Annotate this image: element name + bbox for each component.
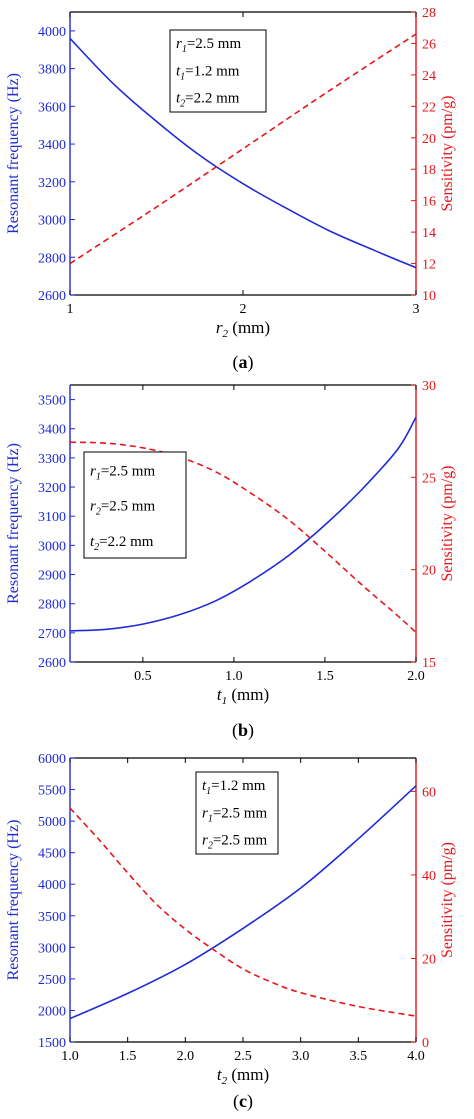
y-left-tick-label: 3400 bbox=[38, 423, 66, 438]
y-right-tick-label: 20 bbox=[422, 564, 436, 579]
x-tick-label: 1.5 bbox=[119, 1049, 137, 1064]
x-tick-label: 1 bbox=[67, 302, 74, 317]
frequency-line bbox=[69, 37, 417, 269]
sensitivity-line bbox=[69, 807, 417, 1017]
parameter-label: t2=2.2 mm bbox=[90, 534, 154, 553]
y-right-tick-label: 60 bbox=[422, 785, 436, 800]
y-right-tick-label: 16 bbox=[422, 195, 436, 210]
y-left-tick-label: 5000 bbox=[38, 815, 66, 830]
x-tick-label: 2 bbox=[240, 302, 247, 317]
panel-b: 0.5 1.0 1.5 2.0 2600 2700 2800 2900 3000 3100 3200… bbox=[5, 379, 456, 741]
sensitivity-line bbox=[69, 441, 417, 634]
y-right-axis-label: Sensitivity (pm/g) bbox=[439, 466, 456, 582]
y-left-tick-label: 4000 bbox=[38, 25, 66, 40]
frequency-line bbox=[69, 785, 417, 1020]
y-left-tick-label: 2500 bbox=[38, 973, 66, 988]
y-left-tick-label: 3400 bbox=[38, 138, 66, 153]
panel-a: 1 2 32600280030003200340036003800400010121… bbox=[5, 6, 456, 373]
y-left-tick-label: 3600 bbox=[38, 100, 66, 115]
x-tick-label: 3.5 bbox=[350, 1049, 368, 1064]
x-tick-label: 2.5 bbox=[234, 1049, 252, 1064]
y-right-tick-label: 10 bbox=[422, 289, 436, 304]
x-tick-label: 1.0 bbox=[61, 1049, 79, 1064]
panel-label: (c) bbox=[233, 1091, 253, 1112]
panel-c: 1.0 1.5 2.0 2.5 3.0 3.5 4.0 1500 2000 2500 3000 350… bbox=[5, 752, 456, 1112]
y-right-tick-label: 20 bbox=[422, 132, 436, 147]
x-tick-label: 2.0 bbox=[177, 1049, 195, 1064]
y-right-tick-label: 12 bbox=[422, 258, 436, 273]
y-left-tick-label: 1500 bbox=[38, 1036, 66, 1051]
x-tick-label: 1.0 bbox=[225, 669, 243, 684]
y-left-tick-label: 3500 bbox=[38, 394, 66, 409]
x-axis-label: t1 (mm) bbox=[217, 685, 269, 707]
x-tick-label: 1.5 bbox=[316, 669, 334, 684]
y-right-tick-label: 0 bbox=[422, 1036, 429, 1051]
y-left-tick-label: 3200 bbox=[38, 481, 66, 496]
y-right-tick-label: 26 bbox=[422, 37, 436, 52]
parameter-box bbox=[195, 771, 279, 855]
x-axis-label: t2 (mm) bbox=[217, 1065, 269, 1087]
y-right-tick-label: 18 bbox=[422, 163, 436, 178]
y-left-axis-label: Resonant frequency (Hz) bbox=[5, 73, 22, 234]
y-left-tick-label: 3000 bbox=[38, 941, 66, 956]
y-left-tick-label: 6000 bbox=[38, 752, 66, 767]
y-right-tick-label: 22 bbox=[422, 100, 436, 115]
y-right-axis-label: Sensitivity (pm/g) bbox=[439, 96, 456, 212]
y-right-axis-label: Sensitivity (pm/g) bbox=[439, 842, 456, 958]
y-right-tick-label: 20 bbox=[422, 952, 436, 967]
y-right-tick-label: 25 bbox=[422, 471, 436, 486]
y-left-tick-label: 3800 bbox=[38, 63, 66, 78]
panel-label: (a) bbox=[233, 352, 254, 373]
frequency-line bbox=[69, 416, 417, 632]
x-axis-label: r2 (mm) bbox=[216, 318, 270, 340]
y-left-tick-label: 2000 bbox=[38, 1004, 66, 1019]
y-left-tick-label: 3000 bbox=[38, 214, 66, 229]
y-left-tick-label: 4500 bbox=[38, 847, 66, 862]
y-left-tick-label: 2700 bbox=[38, 627, 66, 642]
y-left-tick-label: 3500 bbox=[38, 910, 66, 925]
y-right-tick-label: 30 bbox=[422, 379, 436, 394]
parameter-label: r1=2.5 mm bbox=[90, 463, 155, 482]
y-left-axis-label: Resonant frequency (Hz) bbox=[5, 820, 22, 981]
y-left-tick-label: 2800 bbox=[38, 251, 66, 266]
parameter-box bbox=[169, 29, 267, 113]
y-right-tick-label: 14 bbox=[422, 226, 436, 241]
x-tick-label: 2.0 bbox=[407, 669, 425, 684]
parameter-label: r2=2.5 mm bbox=[202, 833, 267, 852]
y-left-tick-label: 2900 bbox=[38, 569, 66, 584]
y-right-tick-label: 15 bbox=[422, 656, 436, 671]
y-left-axis-label: Resonant frequency (Hz) bbox=[5, 443, 22, 604]
x-tick-label: 3.0 bbox=[292, 1049, 310, 1064]
y-left-tick-label: 5500 bbox=[38, 784, 66, 799]
parameter-label: r1=2.5 mm bbox=[202, 805, 267, 824]
parameter-box bbox=[83, 451, 187, 559]
x-tick-label: 0.5 bbox=[134, 669, 152, 684]
y-left-tick-label: 2800 bbox=[38, 598, 66, 613]
parameter-label: t1=1.2 mm bbox=[202, 778, 266, 797]
y-left-tick-label: 4000 bbox=[38, 878, 66, 893]
parameter-label: r1=2.5 mm bbox=[176, 36, 241, 55]
y-left-tick-label: 3200 bbox=[38, 176, 66, 191]
parameter-label: t2=2.2 mm bbox=[176, 91, 240, 110]
y-left-tick-label: 3100 bbox=[38, 510, 66, 525]
y-right-tick-label: 24 bbox=[422, 69, 436, 84]
y-left-tick-label: 2600 bbox=[38, 656, 66, 671]
y-left-tick-label: 2600 bbox=[38, 289, 66, 304]
y-right-tick-label: 40 bbox=[422, 869, 436, 884]
y-left-tick-label: 3300 bbox=[38, 452, 66, 467]
panel-label: (b) bbox=[232, 720, 254, 741]
y-right-tick-label: 28 bbox=[422, 6, 436, 21]
y-left-tick-label: 3000 bbox=[38, 539, 66, 554]
parameter-label: t1=1.2 mm bbox=[176, 63, 240, 82]
x-tick-label: 3 bbox=[413, 302, 420, 317]
x-tick-label: 4.0 bbox=[407, 1049, 425, 1064]
parameter-label: r2=2.5 mm bbox=[90, 499, 155, 518]
